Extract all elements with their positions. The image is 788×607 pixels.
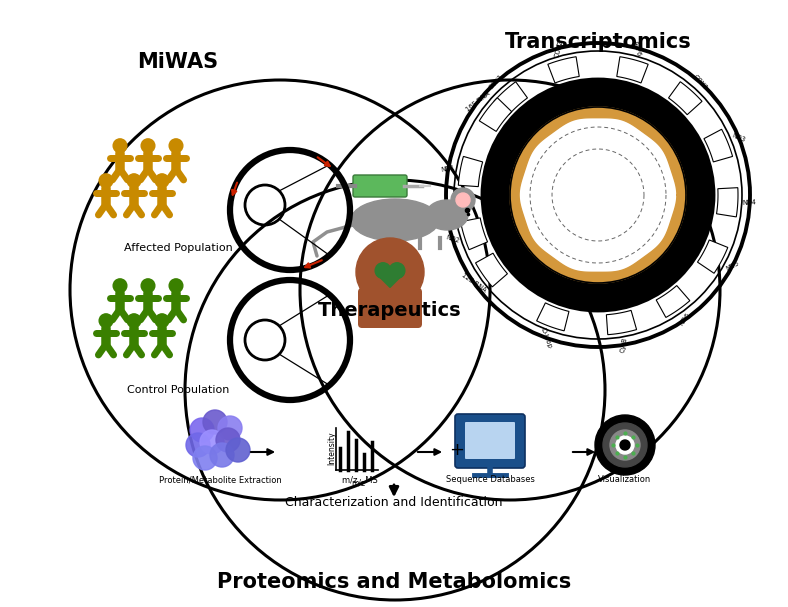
Circle shape bbox=[226, 438, 250, 462]
Text: COX2: COX2 bbox=[553, 39, 564, 58]
Circle shape bbox=[210, 443, 234, 467]
Circle shape bbox=[127, 174, 141, 188]
Circle shape bbox=[616, 436, 634, 454]
FancyBboxPatch shape bbox=[353, 175, 407, 197]
Text: ND2: ND2 bbox=[445, 234, 460, 245]
Text: Transcriptomics: Transcriptomics bbox=[504, 32, 691, 52]
Text: D-loop: D-loop bbox=[540, 327, 552, 349]
Polygon shape bbox=[494, 82, 527, 115]
Circle shape bbox=[543, 140, 653, 250]
Text: ATP6: ATP6 bbox=[632, 39, 642, 57]
Circle shape bbox=[99, 314, 113, 328]
Polygon shape bbox=[716, 188, 738, 217]
Text: Protein/Metabolite Extraction: Protein/Metabolite Extraction bbox=[158, 475, 281, 484]
Polygon shape bbox=[459, 157, 482, 186]
Circle shape bbox=[155, 314, 169, 328]
Text: ND6: ND6 bbox=[678, 312, 692, 327]
Circle shape bbox=[610, 430, 640, 460]
Circle shape bbox=[203, 410, 227, 434]
Polygon shape bbox=[376, 273, 404, 287]
Text: CytB: CytB bbox=[620, 336, 629, 353]
Polygon shape bbox=[537, 303, 569, 331]
Text: Visualization: Visualization bbox=[598, 475, 652, 484]
Circle shape bbox=[483, 80, 713, 310]
Circle shape bbox=[200, 430, 224, 454]
FancyBboxPatch shape bbox=[465, 422, 515, 459]
FancyBboxPatch shape bbox=[358, 288, 422, 328]
Circle shape bbox=[186, 433, 210, 457]
Text: m/z: m/z bbox=[351, 478, 365, 487]
Text: Intensity: Intensity bbox=[328, 431, 336, 465]
Text: COX3: COX3 bbox=[691, 73, 708, 91]
Text: Affected Population: Affected Population bbox=[124, 243, 232, 253]
Circle shape bbox=[603, 423, 647, 467]
Circle shape bbox=[216, 428, 240, 452]
Circle shape bbox=[389, 263, 405, 279]
Polygon shape bbox=[460, 218, 488, 249]
Text: Therapeutics: Therapeutics bbox=[318, 300, 462, 319]
Text: COX1: COX1 bbox=[488, 73, 504, 91]
Polygon shape bbox=[548, 56, 579, 83]
Polygon shape bbox=[475, 253, 507, 287]
Text: 12S RNA: 12S RNA bbox=[460, 271, 487, 293]
Circle shape bbox=[141, 139, 154, 152]
Text: m/z   MS: m/z MS bbox=[342, 475, 378, 484]
Circle shape bbox=[169, 139, 183, 152]
Circle shape bbox=[141, 279, 154, 293]
Text: ND3: ND3 bbox=[731, 133, 746, 143]
Circle shape bbox=[451, 188, 475, 212]
Circle shape bbox=[456, 193, 470, 207]
Polygon shape bbox=[656, 285, 690, 317]
Circle shape bbox=[99, 174, 113, 188]
Circle shape bbox=[113, 139, 127, 152]
Circle shape bbox=[155, 174, 169, 188]
Text: Proteomics and Metabolomics: Proteomics and Metabolomics bbox=[217, 572, 571, 592]
Polygon shape bbox=[607, 310, 637, 334]
Text: ND4: ND4 bbox=[742, 200, 757, 206]
FancyBboxPatch shape bbox=[455, 414, 525, 468]
Text: Control Population: Control Population bbox=[127, 385, 229, 395]
Polygon shape bbox=[510, 107, 686, 283]
Text: Sequence Databases: Sequence Databases bbox=[445, 475, 534, 484]
Circle shape bbox=[375, 263, 391, 279]
Text: MiWAS: MiWAS bbox=[137, 52, 218, 72]
Ellipse shape bbox=[426, 200, 468, 230]
Circle shape bbox=[113, 279, 127, 293]
Text: +: + bbox=[449, 441, 464, 459]
Polygon shape bbox=[479, 98, 511, 131]
Circle shape bbox=[169, 279, 183, 293]
Circle shape bbox=[190, 418, 214, 442]
Text: ND5: ND5 bbox=[724, 260, 740, 273]
Ellipse shape bbox=[351, 199, 439, 241]
Circle shape bbox=[356, 238, 424, 306]
Polygon shape bbox=[617, 56, 649, 83]
Text: Characterization and Identification: Characterization and Identification bbox=[285, 495, 503, 509]
Polygon shape bbox=[668, 82, 702, 115]
Polygon shape bbox=[704, 129, 733, 162]
Circle shape bbox=[218, 416, 242, 440]
Text: 16S RNA: 16S RNA bbox=[465, 90, 492, 112]
Circle shape bbox=[127, 314, 141, 328]
Circle shape bbox=[620, 440, 630, 450]
Circle shape bbox=[595, 415, 655, 475]
Text: ND1: ND1 bbox=[441, 164, 455, 173]
Circle shape bbox=[193, 446, 217, 470]
Polygon shape bbox=[697, 240, 728, 273]
Circle shape bbox=[510, 107, 686, 283]
